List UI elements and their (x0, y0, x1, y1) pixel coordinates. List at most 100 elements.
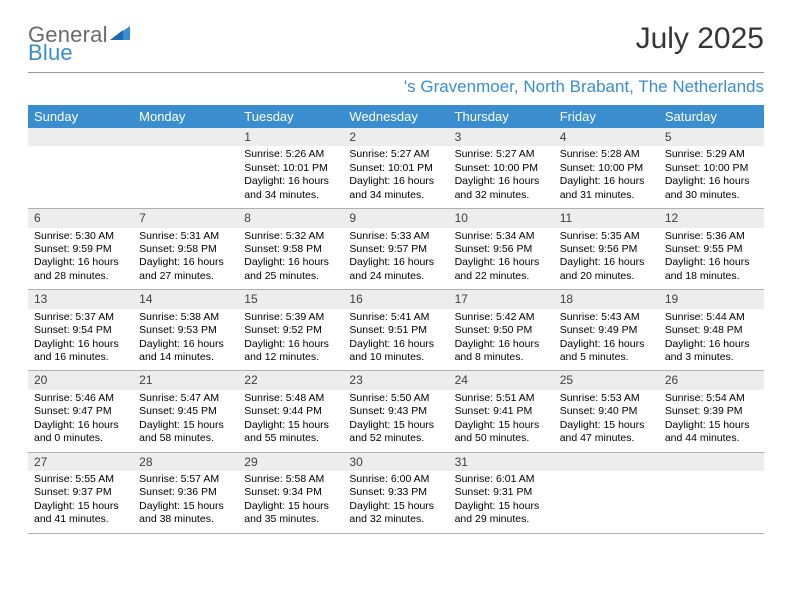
day-cell-content: Sunrise: 5:34 AMSunset: 9:56 PMDaylight:… (449, 228, 554, 290)
day-number (133, 128, 238, 146)
day-number: 8 (238, 209, 343, 227)
daynum-cell: 28 (133, 452, 238, 471)
sunrise-line: Sunrise: 5:30 AM (34, 230, 127, 243)
day-number: 17 (449, 290, 554, 308)
sunrise-line: Sunrise: 5:51 AM (455, 392, 548, 405)
day-cell: Sunrise: 5:46 AMSunset: 9:47 PMDaylight:… (28, 390, 133, 452)
day-number: 25 (554, 371, 659, 389)
daynum-cell: 29 (238, 452, 343, 471)
sunset-line: Sunset: 10:00 PM (560, 162, 653, 175)
day-cell: Sunrise: 5:58 AMSunset: 9:34 PMDaylight:… (238, 471, 343, 533)
sunrise-line: Sunrise: 5:43 AM (560, 311, 653, 324)
sunset-line: Sunset: 9:36 PM (139, 486, 232, 499)
day-cell: Sunrise: 5:37 AMSunset: 9:54 PMDaylight:… (28, 309, 133, 371)
sunset-line: Sunset: 9:50 PM (455, 324, 548, 337)
day-cell: Sunrise: 5:44 AMSunset: 9:48 PMDaylight:… (659, 309, 764, 371)
day-cell: Sunrise: 5:28 AMSunset: 10:00 PMDaylight… (554, 146, 659, 208)
daynum-row: 13141516171819 (28, 290, 764, 309)
day-cell: Sunrise: 6:01 AMSunset: 9:31 PMDaylight:… (449, 471, 554, 533)
day-cell: Sunrise: 5:26 AMSunset: 10:01 PMDaylight… (238, 146, 343, 208)
daylight-line: Daylight: 15 hours and 55 minutes. (244, 419, 337, 446)
sunset-line: Sunset: 9:37 PM (34, 486, 127, 499)
sunset-line: Sunset: 9:34 PM (244, 486, 337, 499)
day-number: 30 (343, 453, 448, 471)
daynum-cell: 10 (449, 209, 554, 228)
sunrise-line: Sunrise: 5:42 AM (455, 311, 548, 324)
day-cell: Sunrise: 5:48 AMSunset: 9:44 PMDaylight:… (238, 390, 343, 452)
sunset-line: Sunset: 9:58 PM (139, 243, 232, 256)
day-cell-content: Sunrise: 5:33 AMSunset: 9:57 PMDaylight:… (343, 228, 448, 290)
day-cell: Sunrise: 5:51 AMSunset: 9:41 PMDaylight:… (449, 390, 554, 452)
day-cell: Sunrise: 5:35 AMSunset: 9:56 PMDaylight:… (554, 228, 659, 290)
daynum-cell: 9 (343, 209, 448, 228)
daylight-line: Daylight: 16 hours and 31 minutes. (560, 175, 653, 202)
weekday-header: Monday (133, 105, 238, 128)
day-number: 18 (554, 290, 659, 308)
day-cell-content: Sunrise: 5:47 AMSunset: 9:45 PMDaylight:… (133, 390, 238, 452)
daylight-line: Daylight: 16 hours and 8 minutes. (455, 338, 548, 365)
sunrise-line: Sunrise: 5:53 AM (560, 392, 653, 405)
sunrise-line: Sunrise: 5:47 AM (139, 392, 232, 405)
daynum-row: 6789101112 (28, 209, 764, 228)
daynum-cell: 6 (28, 209, 133, 228)
day-cell-content: Sunrise: 5:30 AMSunset: 9:59 PMDaylight:… (28, 228, 133, 290)
empty-cell (659, 471, 764, 533)
daynum-cell: 3 (449, 128, 554, 146)
day-number: 31 (449, 453, 554, 471)
sunset-line: Sunset: 9:40 PM (560, 405, 653, 418)
sunset-line: Sunset: 9:43 PM (349, 405, 442, 418)
empty-daynum-cell (659, 452, 764, 471)
sunset-line: Sunset: 9:54 PM (34, 324, 127, 337)
sunset-line: Sunset: 9:51 PM (349, 324, 442, 337)
daylight-line: Daylight: 15 hours and 29 minutes. (455, 500, 548, 527)
sunrise-line: Sunrise: 5:50 AM (349, 392, 442, 405)
title-rule (28, 72, 764, 73)
daynum-row: 20212223242526 (28, 371, 764, 390)
daynum-cell: 26 (659, 371, 764, 390)
sunrise-line: Sunrise: 5:28 AM (560, 148, 653, 161)
sunrise-line: Sunrise: 5:41 AM (349, 311, 442, 324)
day-cell: Sunrise: 5:53 AMSunset: 9:40 PMDaylight:… (554, 390, 659, 452)
day-number (659, 453, 764, 471)
day-number (554, 453, 659, 471)
weekday-header: Thursday (449, 105, 554, 128)
daynum-cell: 11 (554, 209, 659, 228)
day-content-row: Sunrise: 5:55 AMSunset: 9:37 PMDaylight:… (28, 471, 764, 533)
daylight-line: Daylight: 15 hours and 35 minutes. (244, 500, 337, 527)
daylight-line: Daylight: 15 hours and 38 minutes. (139, 500, 232, 527)
sunrise-line: Sunrise: 5:54 AM (665, 392, 758, 405)
sunrise-line: Sunrise: 5:35 AM (560, 230, 653, 243)
day-number: 24 (449, 371, 554, 389)
day-number: 12 (659, 209, 764, 227)
brand-triangle-icon (110, 24, 130, 40)
day-cell-content: Sunrise: 5:41 AMSunset: 9:51 PMDaylight:… (343, 309, 448, 371)
day-cell-content: Sunrise: 5:55 AMSunset: 9:37 PMDaylight:… (28, 471, 133, 533)
sunrise-line: Sunrise: 5:38 AM (139, 311, 232, 324)
calendar-body: 12345 Sunrise: 5:26 AMSunset: 10:01 PMDa… (28, 128, 764, 533)
page-title: July 2025 (636, 22, 764, 56)
day-cell-content: Sunrise: 5:50 AMSunset: 9:43 PMDaylight:… (343, 390, 448, 452)
day-number: 9 (343, 209, 448, 227)
daynum-cell: 4 (554, 128, 659, 146)
day-cell-content: Sunrise: 5:43 AMSunset: 9:49 PMDaylight:… (554, 309, 659, 371)
empty-daynum-cell (554, 452, 659, 471)
sunset-line: Sunset: 9:48 PM (665, 324, 758, 337)
sunset-line: Sunset: 9:57 PM (349, 243, 442, 256)
daylight-line: Daylight: 16 hours and 18 minutes. (665, 256, 758, 283)
empty-cell (28, 146, 133, 208)
day-cell: Sunrise: 5:34 AMSunset: 9:56 PMDaylight:… (449, 228, 554, 290)
day-cell-content: Sunrise: 5:46 AMSunset: 9:47 PMDaylight:… (28, 390, 133, 452)
sunrise-line: Sunrise: 5:36 AM (665, 230, 758, 243)
daynum-cell: 19 (659, 290, 764, 309)
daylight-line: Daylight: 16 hours and 28 minutes. (34, 256, 127, 283)
daynum-cell: 31 (449, 452, 554, 471)
calendar-page: General July 2025 Blue 's Gravenmoer, No… (0, 0, 792, 554)
day-number: 29 (238, 453, 343, 471)
day-cell: Sunrise: 5:31 AMSunset: 9:58 PMDaylight:… (133, 228, 238, 290)
day-number: 19 (659, 290, 764, 308)
sunrise-line: Sunrise: 5:37 AM (34, 311, 127, 324)
daylight-line: Daylight: 15 hours and 41 minutes. (34, 500, 127, 527)
sunrise-line: Sunrise: 5:46 AM (34, 392, 127, 405)
day-cell: Sunrise: 5:33 AMSunset: 9:57 PMDaylight:… (343, 228, 448, 290)
sunset-line: Sunset: 9:45 PM (139, 405, 232, 418)
